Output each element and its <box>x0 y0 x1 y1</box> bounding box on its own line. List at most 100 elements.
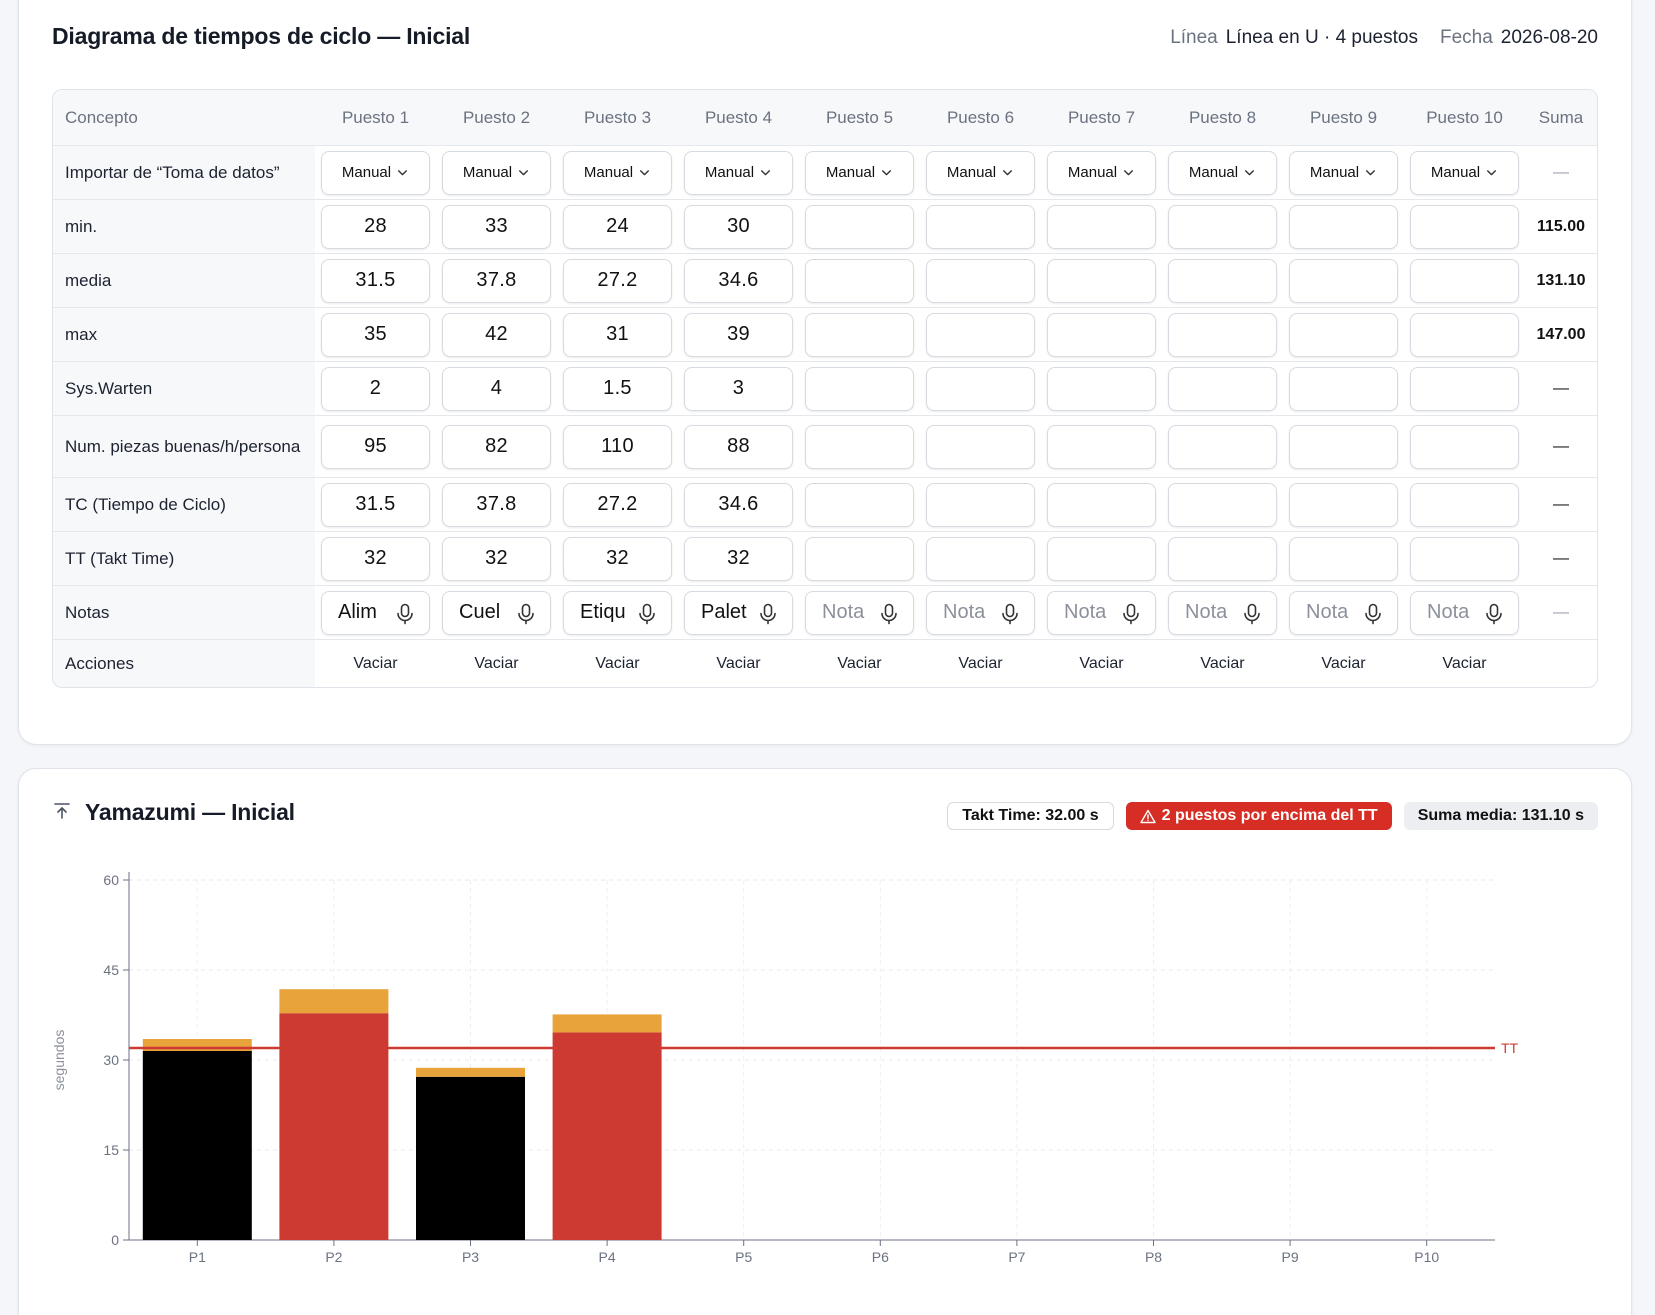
value-input[interactable] <box>1047 482 1156 527</box>
value-input[interactable]: 1.5 <box>563 366 672 411</box>
value-input[interactable] <box>926 258 1035 303</box>
value-input[interactable] <box>1047 536 1156 581</box>
microphone-icon[interactable] <box>879 603 899 625</box>
value-input[interactable]: 32 <box>321 536 430 581</box>
import-source-select[interactable]: Manual <box>1410 150 1519 195</box>
clear-button[interactable]: Vaciar <box>353 654 398 672</box>
import-source-select[interactable]: Manual <box>1047 150 1156 195</box>
microphone-icon[interactable] <box>758 603 778 625</box>
value-input[interactable]: 31.5 <box>321 482 430 527</box>
import-source-select[interactable]: Manual <box>926 150 1035 195</box>
value-input[interactable] <box>1047 366 1156 411</box>
note-input[interactable]: Nota <box>805 590 914 635</box>
microphone-icon[interactable] <box>1242 603 1262 625</box>
clear-button[interactable]: Vaciar <box>474 654 519 672</box>
import-source-select[interactable]: Manual <box>321 150 430 195</box>
note-input[interactable]: Palet <box>684 590 793 635</box>
value-input[interactable] <box>1410 424 1519 469</box>
value-input[interactable]: 88 <box>684 424 793 469</box>
clear-button[interactable]: Vaciar <box>837 654 882 672</box>
value-input[interactable] <box>926 424 1035 469</box>
value-input[interactable] <box>1168 482 1277 527</box>
value-input[interactable] <box>1289 312 1398 357</box>
value-input[interactable] <box>1047 204 1156 249</box>
clear-button[interactable]: Vaciar <box>1079 654 1124 672</box>
value-input[interactable]: 32 <box>563 536 672 581</box>
microphone-icon[interactable] <box>1121 603 1141 625</box>
value-input[interactable]: 4 <box>442 366 551 411</box>
value-input[interactable] <box>1289 536 1398 581</box>
value-input[interactable]: 33 <box>442 204 551 249</box>
value-input[interactable] <box>1168 424 1277 469</box>
microphone-icon[interactable] <box>516 603 536 625</box>
value-input[interactable]: 35 <box>321 312 430 357</box>
value-input[interactable] <box>805 312 914 357</box>
note-input[interactable]: Nota <box>926 590 1035 635</box>
import-source-select[interactable]: Manual <box>1289 150 1398 195</box>
value-input[interactable] <box>1410 204 1519 249</box>
value-input[interactable]: 82 <box>442 424 551 469</box>
value-input[interactable]: 30 <box>684 204 793 249</box>
value-input[interactable]: 32 <box>684 536 793 581</box>
value-input[interactable] <box>805 366 914 411</box>
microphone-icon[interactable] <box>1484 603 1504 625</box>
value-input[interactable] <box>805 204 914 249</box>
value-input[interactable] <box>805 482 914 527</box>
value-input[interactable]: 24 <box>563 204 672 249</box>
value-input[interactable] <box>1289 424 1398 469</box>
value-input[interactable]: 39 <box>684 312 793 357</box>
value-input[interactable]: 34.6 <box>684 258 793 303</box>
value-input[interactable] <box>1410 366 1519 411</box>
value-input[interactable] <box>1047 258 1156 303</box>
import-source-select[interactable]: Manual <box>684 150 793 195</box>
microphone-icon[interactable] <box>637 603 657 625</box>
value-input[interactable] <box>1168 258 1277 303</box>
import-source-select[interactable]: Manual <box>805 150 914 195</box>
value-input[interactable] <box>1410 312 1519 357</box>
value-input[interactable]: 2 <box>321 366 430 411</box>
value-input[interactable] <box>1047 424 1156 469</box>
value-input[interactable]: 32 <box>442 536 551 581</box>
note-input[interactable]: Alim <box>321 590 430 635</box>
value-input[interactable] <box>1168 366 1277 411</box>
value-input[interactable]: 27.2 <box>563 482 672 527</box>
value-input[interactable]: 37.8 <box>442 482 551 527</box>
value-input[interactable]: 3 <box>684 366 793 411</box>
value-input[interactable]: 28 <box>321 204 430 249</box>
value-input[interactable] <box>1168 312 1277 357</box>
value-input[interactable] <box>1168 536 1277 581</box>
clear-button[interactable]: Vaciar <box>716 654 761 672</box>
clear-button[interactable]: Vaciar <box>1200 654 1245 672</box>
value-input[interactable] <box>1289 258 1398 303</box>
note-input[interactable]: Nota <box>1410 590 1519 635</box>
microphone-icon[interactable] <box>1363 603 1383 625</box>
import-source-select[interactable]: Manual <box>563 150 672 195</box>
clear-button[interactable]: Vaciar <box>1321 654 1366 672</box>
value-input[interactable] <box>1410 258 1519 303</box>
value-input[interactable]: 42 <box>442 312 551 357</box>
value-input[interactable]: 34.6 <box>684 482 793 527</box>
note-input[interactable]: Nota <box>1289 590 1398 635</box>
value-input[interactable]: 37.8 <box>442 258 551 303</box>
microphone-icon[interactable] <box>395 603 415 625</box>
value-input[interactable] <box>926 204 1035 249</box>
value-input[interactable]: 31.5 <box>321 258 430 303</box>
clear-button[interactable]: Vaciar <box>595 654 640 672</box>
value-input[interactable] <box>926 312 1035 357</box>
microphone-icon[interactable] <box>1000 603 1020 625</box>
value-input[interactable] <box>1289 366 1398 411</box>
value-input[interactable] <box>1289 482 1398 527</box>
value-input[interactable]: 31 <box>563 312 672 357</box>
import-source-select[interactable]: Manual <box>442 150 551 195</box>
value-input[interactable] <box>1410 482 1519 527</box>
value-input[interactable] <box>805 258 914 303</box>
value-input[interactable] <box>1047 312 1156 357</box>
clear-button[interactable]: Vaciar <box>958 654 1003 672</box>
note-input[interactable]: Nota <box>1047 590 1156 635</box>
value-input[interactable] <box>926 482 1035 527</box>
value-input[interactable]: 110 <box>563 424 672 469</box>
note-input[interactable]: Cuel <box>442 590 551 635</box>
value-input[interactable] <box>1410 536 1519 581</box>
value-input[interactable] <box>926 536 1035 581</box>
import-source-select[interactable]: Manual <box>1168 150 1277 195</box>
